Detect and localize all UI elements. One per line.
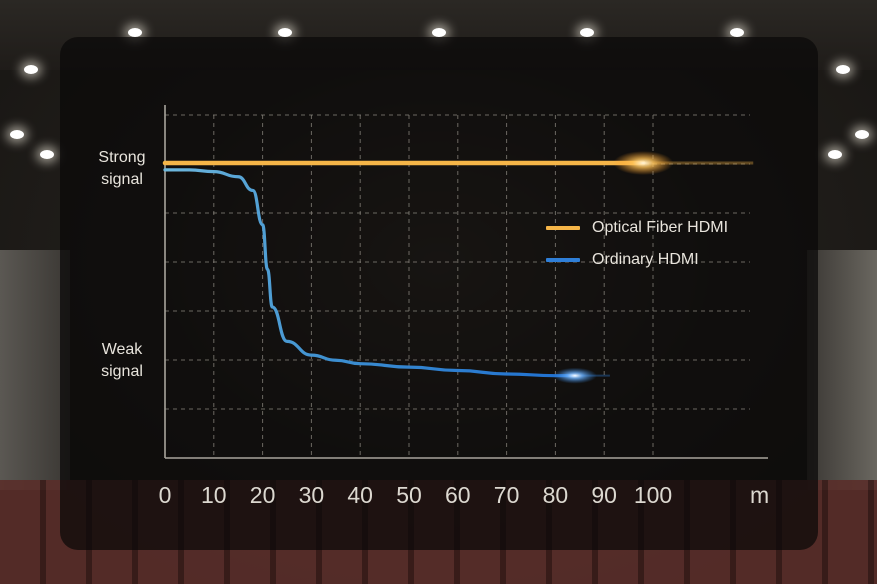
ceiling-light [278,28,292,37]
x-tick-label: 100 [633,482,673,508]
series [162,151,754,384]
x-tick-label: 0 [158,482,172,508]
x-tick-label: 50 [396,482,422,508]
x-tick-label: 60 [445,482,471,508]
x-tick-label: 30 [298,482,325,508]
right-wall [807,250,877,490]
ceiling-light [828,150,842,159]
chart-panel [60,37,818,550]
ceiling-light [730,28,744,37]
x-tick-label: 90 [591,482,617,508]
series-line-ordinary-hdmi [163,168,577,378]
ceiling-light [855,130,869,139]
x-tick-label: 20 [249,482,276,508]
legend-swatch-optical [546,226,580,230]
left-wall [0,250,70,490]
legend-label-optical: Optical Fiber HDMI [592,219,729,236]
x-tick-label: 70 [493,482,520,508]
legend-swatch-ordinary [546,258,580,262]
x-unit-label: m [750,482,770,508]
ceiling-light [836,65,850,74]
legend-label-ordinary: Ordinary HDMI [592,251,699,268]
x-tick-label: 40 [347,482,373,508]
legend-item-optical: Optical Fiber HDMI [546,217,728,239]
x-tick-label: 10 [201,482,227,508]
ceiling-light [432,28,446,37]
ceiling-light [580,28,594,37]
y-label-weak: Weak signal [101,341,143,380]
series-end-glow-optical [613,151,674,176]
axes [164,105,768,459]
y-label-strong: Strong signal [98,149,146,188]
ceiling-light [40,150,54,159]
ceiling-light [10,130,24,139]
ceiling-light [24,65,38,74]
ceiling-light [128,28,142,37]
series-end-glow-ordinary [552,367,597,384]
legend-item-ordinary: Ordinary HDMI [546,249,699,271]
x-tick-label: 80 [542,482,569,508]
